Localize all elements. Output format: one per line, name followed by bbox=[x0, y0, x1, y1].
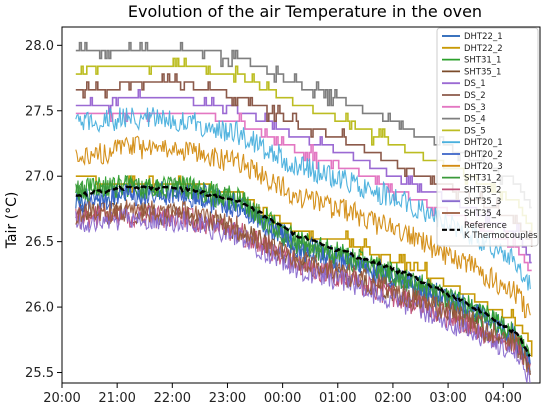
legend-label: DS_1 bbox=[464, 79, 486, 89]
x-axis: 20:00 21:00 22:00 23:00 00:00 01:00 02:00 03:00… bbox=[43, 383, 522, 406]
legend-item: SHT35_1 bbox=[442, 67, 501, 77]
series-line-dht20-3 bbox=[75, 135, 531, 319]
legend-label: DHT20_2 bbox=[464, 150, 503, 160]
y-tick-label: 26.5 bbox=[25, 235, 54, 250]
legend-item: DS_2 bbox=[442, 91, 486, 101]
legend-label: DS_2 bbox=[464, 91, 486, 101]
legend-label: DHT20_3 bbox=[464, 162, 503, 172]
x-tick-label: 22:00 bbox=[154, 391, 191, 406]
legend-item: DHT20_2 bbox=[442, 150, 503, 160]
legend-item: DS_3 bbox=[442, 103, 486, 113]
legend-item: DS_1 bbox=[442, 79, 486, 89]
x-tick-label: 02:00 bbox=[374, 391, 411, 406]
y-tick-label: 26.0 bbox=[25, 301, 54, 316]
y-axis: 25.5 26.0 26.5 27.0 27.5 28.0 bbox=[25, 39, 62, 381]
legend-item: DHT22_1 bbox=[442, 32, 503, 42]
x-tick-label: 21:00 bbox=[98, 391, 135, 406]
series-line-reference bbox=[75, 183, 531, 358]
legend-item: DS_5 bbox=[442, 126, 486, 136]
y-tick-label: 27.5 bbox=[25, 104, 54, 119]
x-tick-label: 03:00 bbox=[429, 391, 466, 406]
y-tick-label: 25.5 bbox=[25, 366, 54, 381]
legend-label: SHT31_1 bbox=[464, 56, 501, 66]
y-tick-label: 28.0 bbox=[25, 39, 54, 54]
x-tick-label: 04:00 bbox=[484, 391, 521, 406]
x-tick-label: 23:00 bbox=[209, 391, 246, 406]
legend-label: SHT35_2 bbox=[464, 185, 501, 195]
legend-item: SHT35_4 bbox=[442, 209, 501, 219]
legend-label: DS_4 bbox=[464, 115, 486, 125]
legend-label: SHT35_4 bbox=[464, 209, 501, 219]
x-tick-label: 20:00 bbox=[43, 391, 80, 406]
series-line-sht35-3 bbox=[75, 207, 531, 383]
series-line-sht35-4 bbox=[75, 199, 531, 376]
x-tick-label: 01:00 bbox=[319, 391, 356, 406]
legend-box bbox=[436, 27, 539, 247]
chart-title: Evolution of the air Temperature in the … bbox=[128, 2, 482, 21]
x-tick-label: 00:00 bbox=[264, 391, 301, 406]
legend-label: DHT20_1 bbox=[464, 138, 503, 148]
plot-frame bbox=[61, 26, 541, 384]
y-tick-label: 27.0 bbox=[25, 170, 54, 185]
legend-label: K Thermocouples bbox=[464, 231, 538, 241]
legend-item: SHT35_2 bbox=[442, 185, 501, 195]
legend-item: DHT22_2 bbox=[442, 44, 503, 54]
legend-item: DS_4 bbox=[442, 115, 486, 125]
legend-label: DHT22_2 bbox=[464, 44, 503, 54]
legend-label: SHT35_3 bbox=[464, 197, 501, 207]
legend-item: SHT31_2 bbox=[442, 174, 501, 184]
legend-item: SHT31_1 bbox=[442, 56, 501, 66]
legend-label: Reference bbox=[464, 221, 507, 231]
legend-label: DHT22_1 bbox=[464, 32, 503, 42]
legend-label: SHT35_1 bbox=[464, 67, 501, 77]
legend-label: DS_5 bbox=[464, 126, 486, 136]
legend-label: DS_3 bbox=[464, 103, 486, 113]
legend-label: SHT31_2 bbox=[464, 174, 501, 184]
legend-item: SHT35_3 bbox=[442, 197, 501, 207]
legend-item: DHT20_3 bbox=[442, 162, 503, 172]
y-axis-label: Tair (°C) bbox=[4, 192, 20, 250]
legend-item: DHT20_1 bbox=[442, 138, 503, 148]
